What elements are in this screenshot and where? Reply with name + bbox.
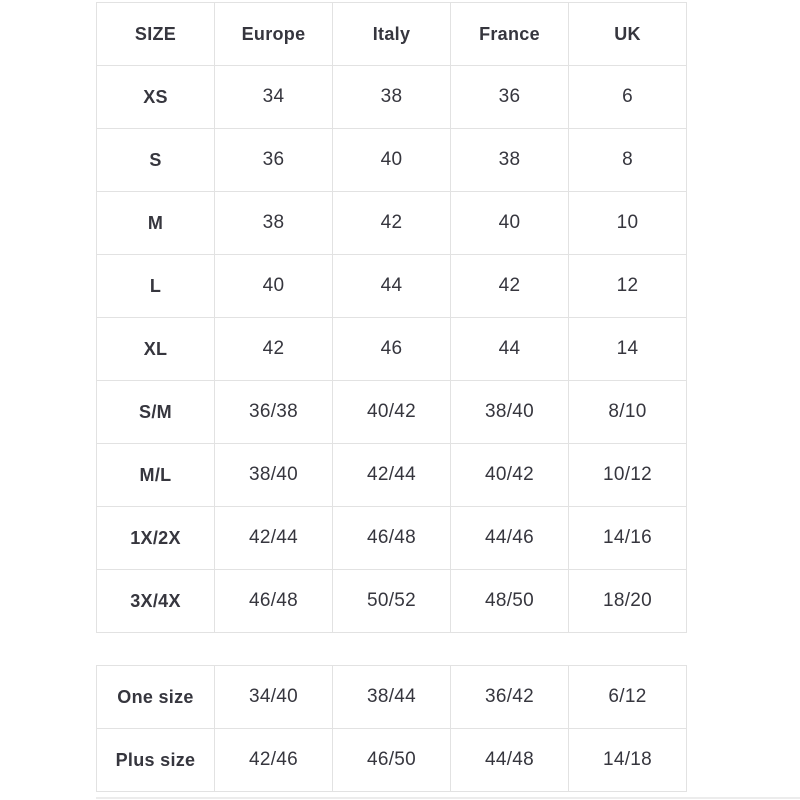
cell-europe: 42/46 <box>214 728 333 792</box>
cell-europe: 38 <box>214 191 333 255</box>
cell-italy: 38 <box>332 65 451 129</box>
cell-uk: 14/16 <box>568 506 687 570</box>
cell-italy: 50/52 <box>332 569 451 633</box>
cell-france: 36/42 <box>450 665 569 729</box>
size-conversion-table: SIZE Europe Italy France UK XS 34 38 36 … <box>96 2 687 633</box>
table-row-s: S 36 40 38 8 <box>96 128 687 192</box>
row-label: XS <box>96 65 215 129</box>
cell-uk: 6/12 <box>568 665 687 729</box>
row-label: L <box>96 254 215 318</box>
cell-france: 36 <box>450 65 569 129</box>
cell-europe: 38/40 <box>214 443 333 507</box>
row-label: 3X/4X <box>96 569 215 633</box>
column-header-size: SIZE <box>96 2 215 66</box>
cell-europe: 34/40 <box>214 665 333 729</box>
cell-europe: 40 <box>214 254 333 318</box>
row-label: M/L <box>96 443 215 507</box>
row-label: 1X/2X <box>96 506 215 570</box>
cell-france: 38/40 <box>450 380 569 444</box>
cell-uk: 14 <box>568 317 687 381</box>
cell-italy: 44 <box>332 254 451 318</box>
cell-italy: 40 <box>332 128 451 192</box>
table-row-l: L 40 44 42 12 <box>96 254 687 318</box>
cell-europe: 42/44 <box>214 506 333 570</box>
cell-france: 44/46 <box>450 506 569 570</box>
cell-uk: 8 <box>568 128 687 192</box>
table-row-1x2x: 1X/2X 42/44 46/48 44/46 14/16 <box>96 506 687 570</box>
table-row-3x4x: 3X/4X 46/48 50/52 48/50 18/20 <box>96 569 687 633</box>
cell-europe: 36 <box>214 128 333 192</box>
cell-france: 44/48 <box>450 728 569 792</box>
cell-italy: 46/48 <box>332 506 451 570</box>
special-sizes-table: One size 34/40 38/44 36/42 6/12 Plus siz… <box>96 665 687 792</box>
row-label: M <box>96 191 215 255</box>
cell-uk: 10 <box>568 191 687 255</box>
cell-italy: 46 <box>332 317 451 381</box>
cell-europe: 36/38 <box>214 380 333 444</box>
table-row-xs: XS 34 38 36 6 <box>96 65 687 129</box>
cell-uk: 8/10 <box>568 380 687 444</box>
cell-europe: 46/48 <box>214 569 333 633</box>
column-header-italy: Italy <box>332 2 451 66</box>
cell-italy: 46/50 <box>332 728 451 792</box>
cell-france: 40/42 <box>450 443 569 507</box>
cell-italy: 42 <box>332 191 451 255</box>
row-label: One size <box>96 665 215 729</box>
table-row-m: M 38 42 40 10 <box>96 191 687 255</box>
column-header-europe: Europe <box>214 2 333 66</box>
cell-europe: 34 <box>214 65 333 129</box>
cropped-element-top-edge <box>96 797 800 799</box>
cell-italy: 42/44 <box>332 443 451 507</box>
cell-italy: 38/44 <box>332 665 451 729</box>
cell-uk: 12 <box>568 254 687 318</box>
table-row-ml: M/L 38/40 42/44 40/42 10/12 <box>96 443 687 507</box>
cell-uk: 18/20 <box>568 569 687 633</box>
row-label: S/M <box>96 380 215 444</box>
row-label: Plus size <box>96 728 215 792</box>
cell-uk: 10/12 <box>568 443 687 507</box>
table-row-one-size: One size 34/40 38/44 36/42 6/12 <box>96 665 687 729</box>
table-row-xl: XL 42 46 44 14 <box>96 317 687 381</box>
column-header-france: France <box>450 2 569 66</box>
cell-italy: 40/42 <box>332 380 451 444</box>
table-row-sm: S/M 36/38 40/42 38/40 8/10 <box>96 380 687 444</box>
cell-europe: 42 <box>214 317 333 381</box>
row-label: XL <box>96 317 215 381</box>
cell-france: 48/50 <box>450 569 569 633</box>
cell-france: 42 <box>450 254 569 318</box>
column-header-uk: UK <box>568 2 687 66</box>
header-row: SIZE Europe Italy France UK <box>96 2 687 66</box>
cell-france: 44 <box>450 317 569 381</box>
row-label: S <box>96 128 215 192</box>
cell-france: 40 <box>450 191 569 255</box>
cell-uk: 14/18 <box>568 728 687 792</box>
cell-uk: 6 <box>568 65 687 129</box>
table-row-plus-size: Plus size 42/46 46/50 44/48 14/18 <box>96 728 687 792</box>
cell-france: 38 <box>450 128 569 192</box>
